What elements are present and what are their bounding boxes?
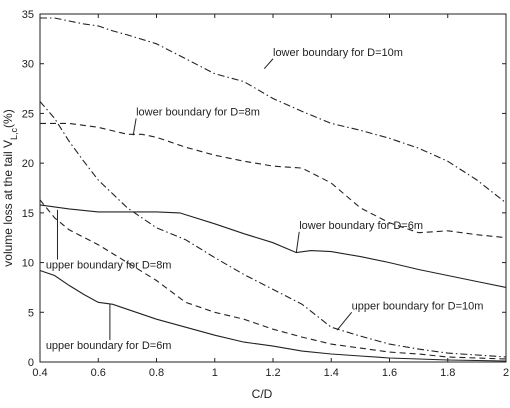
annotation-leader: [336, 311, 353, 331]
y-tick-label: 35: [22, 9, 34, 21]
x-tick-label: 1.8: [440, 367, 455, 379]
series-line-lower-boundary-for-d-6m: [39, 204, 507, 288]
annotation-label: lower boundary for D=6m: [299, 220, 423, 232]
series-line-lower-boundary-for-d-8m: [40, 122, 507, 239]
y-axis-label-unit: (%): [1, 109, 15, 128]
annotation-label: upper boundary for D=8m: [46, 260, 172, 272]
annotation-label: upper boundary for D=6m: [46, 340, 172, 352]
x-tick-label: 0.8: [149, 367, 164, 379]
series-line-upper-boundary-for-d-8m: [39, 199, 507, 360]
plot-lines: [39, 17, 507, 362]
x-tick-label: 1: [212, 367, 218, 379]
x-tick-label: 0.4: [32, 367, 47, 379]
x-tick-label: 0.6: [91, 367, 106, 379]
x-axis-label: C/D: [252, 387, 273, 401]
annotation-label: lower boundary for D=10m: [273, 47, 403, 59]
y-axis-label: volume loss at the tail VL,c(%): [1, 109, 19, 266]
x-tick-label: 2: [503, 367, 509, 379]
series-line-upper-boundary-for-d-6m: [39, 269, 507, 362]
series-line-lower-boundary-for-d-10m: [40, 17, 507, 204]
annotation-label: lower boundary for D=8m: [136, 106, 260, 118]
x-tick-label: 1.6: [382, 367, 397, 379]
y-tick-label: 20: [22, 158, 34, 170]
x-axis-ticks: 0.4 0.6 0.8 1 1.2 1.4 1.6 1.8 2: [32, 14, 509, 379]
x-tick-label: 1.2: [265, 367, 280, 379]
y-tick-label: 5: [28, 307, 34, 319]
y-tick-label: 30: [22, 59, 34, 71]
y-axis-ticks: 0 5 10 15 20 25 30 35: [22, 9, 506, 369]
annotations: lower boundary for D=10m lower boundary f…: [46, 47, 484, 352]
annotation-label: upper boundary for D=10m: [352, 300, 484, 312]
annotation-leader: [295, 231, 300, 253]
annotation-leader: [132, 118, 137, 136]
annotation-leader: [263, 58, 274, 70]
y-axis-label-main: volume loss at the tail V: [1, 140, 15, 267]
y-tick-label: 25: [22, 108, 34, 120]
y-tick-label: 10: [22, 258, 34, 270]
y-tick-label: 0: [28, 357, 34, 369]
series-line-upper-boundary-for-d-10m: [39, 101, 507, 358]
x-tick-label: 1.4: [324, 367, 339, 379]
y-tick-label: 15: [22, 208, 34, 220]
y-axis-label-subscript: L,c: [9, 127, 19, 140]
